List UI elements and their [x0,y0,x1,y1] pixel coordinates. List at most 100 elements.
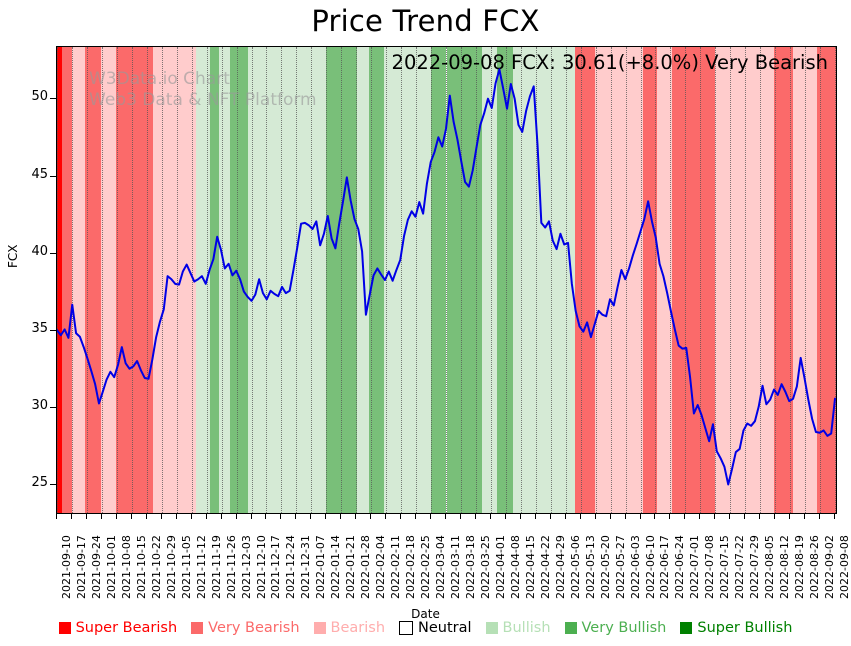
sentiment-band [100,47,117,513]
plot-area: W3Data.io Chart Web3 Data & NFT Platform… [56,46,837,514]
y-tick-mark [50,329,56,331]
x-tick-mark [161,513,162,519]
x-tick-label: 2021-11-05 [180,535,193,599]
y-tick-label: 30 [31,398,48,414]
x-tick-mark [714,513,715,519]
legend-swatch-icon [564,622,577,634]
x-tick-label: 2022-08-19 [793,535,806,599]
x-tick-mark [595,513,596,519]
sentiment-band [219,47,230,513]
x-tick-label: 2022-05-27 [614,535,627,599]
x-tick-label: 2022-07-01 [688,535,701,599]
legend-swatch-icon [58,622,71,634]
legend-item[interactable]: Super Bearish [58,620,177,636]
sentiment-band [528,47,556,513]
x-tick-mark [804,513,805,519]
x-tick-mark [191,513,192,519]
x-tick-label: 2022-09-02 [823,535,836,599]
x-tick-mark [535,513,536,519]
x-tick-mark [221,513,222,519]
legend-label: Very Bullish [581,620,667,636]
x-tick-label: 2021-12-24 [284,535,297,599]
x-tick-label: 2022-01-14 [329,535,342,599]
x-tick-label: 2022-05-13 [584,535,597,599]
sentiment-band [816,47,836,513]
x-tick-mark [580,513,581,519]
x-tick-label: 2022-06-24 [673,535,686,599]
sentiment-band [715,47,729,513]
x-tick-mark [669,513,670,519]
x-tick-mark [355,513,356,519]
page-title: Price Trend FCX [311,4,540,38]
x-tick-mark [834,513,835,519]
legend-swatch-icon [399,621,414,635]
price-line-series [57,68,836,486]
x-tick-label: 2021-10-29 [165,535,178,599]
x-tick-mark [131,513,132,519]
legend-item[interactable]: Neutral [399,620,472,636]
watermark-text: W3Data.io Chart Web3 Data & NFT Platform [89,69,317,110]
x-tick-label: 2022-05-20 [599,535,612,599]
sentiment-band [325,47,338,513]
sentiment-band [209,47,220,513]
x-tick-mark [385,513,386,519]
x-tick-label: 2022-01-21 [344,535,357,599]
x-tick-label: 2021-12-31 [299,535,312,599]
legend-item[interactable]: Very Bullish [564,620,667,636]
sentiment-band [642,47,657,513]
sentiment-band [758,47,774,513]
x-tick-mark [206,513,207,519]
y-tick-mark [50,407,56,409]
x-tick-label: 2022-02-04 [374,535,387,599]
sentiment-band [61,47,72,513]
x-tick-label: 2021-11-26 [225,535,238,599]
legend: Super Bearish Very Bearish Bearish Neutral B… [0,620,851,636]
legend-item[interactable]: Bearish [313,620,386,636]
sentiment-band [152,47,170,513]
sentiment-band [337,47,357,513]
x-tick-label: 2021-12-10 [255,535,268,599]
x-tick-mark [759,513,760,519]
x-tick-mark [176,513,177,519]
x-tick-label: 2022-03-11 [449,535,462,599]
x-tick-label: 2022-01-07 [314,535,327,599]
legend-label: Bearish [330,620,386,636]
legend-label: Very Bearish [208,620,300,636]
x-tick-mark [789,513,790,519]
x-tick-label: 2022-07-22 [733,535,746,599]
y-tick-label: 50 [31,89,48,105]
sentiment-band [446,47,463,513]
legend-item[interactable]: Bullish [485,620,551,636]
x-tick-mark [774,513,775,519]
x-tick-label: 2021-11-19 [210,535,223,599]
x-tick-label: 2022-03-04 [434,535,447,599]
sentiment-band [71,47,86,513]
x-tick-label: 2022-08-12 [778,535,791,599]
x-tick-mark [236,513,237,519]
x-tick-label: 2022-07-15 [718,535,731,599]
x-tick-label: 2022-06-03 [629,535,642,599]
x-tick-label: 2021-10-01 [105,535,118,599]
x-tick-label: 2022-09-08 [838,535,851,599]
x-tick-label: 2022-08-26 [808,535,821,599]
x-axis-label: Date [411,607,440,621]
x-tick-mark [505,513,506,519]
x-tick-mark [625,513,626,519]
legend-swatch-icon [191,622,204,634]
legend-item[interactable]: Very Bearish [191,620,300,636]
x-tick-mark [280,513,281,519]
x-tick-label: 2022-01-28 [359,535,372,599]
x-tick-mark [86,513,87,519]
x-tick-label: 2022-06-17 [658,535,671,599]
x-tick-mark [400,513,401,519]
x-tick-mark [370,513,371,519]
x-tick-label: 2022-04-29 [554,535,567,599]
x-tick-label: 2021-12-17 [269,535,282,599]
legend-swatch-icon [680,622,693,634]
legend-item[interactable]: Super Bullish [680,620,792,636]
x-tick-mark [310,513,311,519]
x-tick-mark [640,513,641,519]
x-tick-label: 2022-07-08 [703,535,716,599]
sentiment-band [512,47,529,513]
x-tick-label: 2021-10-22 [150,535,163,599]
